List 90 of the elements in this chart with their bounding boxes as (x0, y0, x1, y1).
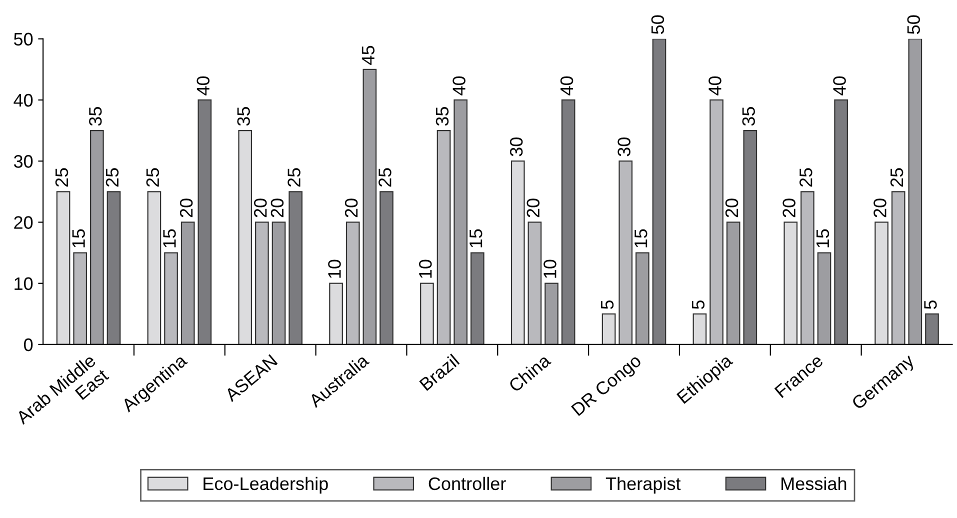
data-label: 50 (907, 15, 920, 34)
data-label: 40 (833, 76, 846, 96)
bar (420, 282, 434, 344)
data-label: 20 (526, 198, 540, 218)
data-label: 25 (799, 168, 812, 187)
data-label: 35 (237, 107, 250, 126)
bar (834, 99, 848, 344)
data-label: 15 (816, 229, 830, 248)
bar (528, 222, 542, 344)
bar (743, 130, 758, 344)
bar (436, 130, 451, 344)
y-tick-label: 10 (14, 277, 33, 290)
bar (56, 191, 70, 344)
bar (784, 222, 798, 344)
bar (329, 282, 343, 344)
bar (272, 222, 286, 344)
data-label: 30 (618, 138, 630, 156)
y-tick-label: 40 (14, 94, 33, 107)
data-label: 35 (436, 107, 449, 126)
bar (891, 191, 906, 344)
data-label: 20 (725, 198, 738, 218)
bar (164, 252, 178, 344)
bar (255, 222, 269, 344)
legend-label: Eco-Leadership (204, 476, 328, 494)
bar (510, 160, 525, 344)
bar (618, 160, 633, 344)
bar (726, 222, 740, 344)
data-label: 10 (328, 260, 341, 278)
data-label: 25 (288, 168, 300, 187)
bar (636, 252, 650, 344)
data-label: 15 (634, 229, 648, 248)
bar (147, 191, 162, 344)
data-label: 50 (651, 15, 664, 34)
data-label: 35 (742, 107, 756, 126)
bar (602, 313, 616, 344)
data-label: 40 (708, 76, 722, 96)
bar (362, 68, 377, 344)
data-label: 10 (544, 260, 556, 278)
data-label: 10 (419, 260, 432, 278)
bar (874, 222, 888, 344)
data-label: 45 (362, 46, 375, 65)
data-label: 5 (692, 300, 705, 310)
data-label: 25 (890, 168, 904, 187)
bar (817, 252, 832, 344)
bar (90, 130, 104, 344)
data-label: 20 (254, 198, 267, 218)
data-label: 25 (378, 168, 392, 187)
data-label: 20 (270, 198, 284, 218)
bar (692, 313, 707, 344)
bar (454, 99, 468, 344)
y-tick-label: 20 (14, 216, 33, 229)
data-label: 20 (782, 198, 796, 218)
bar (73, 252, 88, 344)
data-label: 30 (510, 138, 523, 156)
data-label: 40 (560, 76, 574, 96)
bar (380, 191, 394, 344)
data-label: 20 (874, 198, 886, 218)
bar (288, 191, 302, 344)
data-label: 25 (106, 168, 119, 187)
bar (470, 252, 484, 344)
bar (710, 99, 724, 344)
legend-label: Therapist (606, 476, 681, 494)
y-tick-label: 0 (24, 338, 33, 352)
y-tick-label: 30 (14, 155, 33, 168)
data-label: 20 (344, 198, 358, 218)
data-label: 15 (72, 229, 85, 248)
bar (908, 38, 922, 344)
bar (925, 313, 939, 344)
data-label: 15 (163, 229, 176, 248)
data-label: 20 (180, 198, 193, 218)
legend-label: Messiah (782, 476, 846, 490)
data-label: 25 (55, 168, 68, 187)
data-label: 25 (146, 168, 160, 187)
data-label: 15 (470, 229, 482, 248)
data-label: 40 (452, 76, 466, 96)
bar (652, 38, 666, 344)
data-label: 40 (196, 76, 210, 96)
bar (180, 222, 195, 344)
bar (544, 282, 558, 344)
legend-label: Controller (428, 476, 506, 490)
bar (800, 191, 814, 344)
data-label: 5 (924, 300, 937, 310)
y-tick-label: 50 (14, 32, 33, 46)
bar (561, 99, 576, 344)
bar (198, 99, 212, 344)
bar (346, 222, 360, 344)
bar (106, 191, 121, 344)
data-label: 5 (601, 300, 614, 310)
bar (238, 130, 252, 344)
data-label: 35 (88, 107, 102, 126)
